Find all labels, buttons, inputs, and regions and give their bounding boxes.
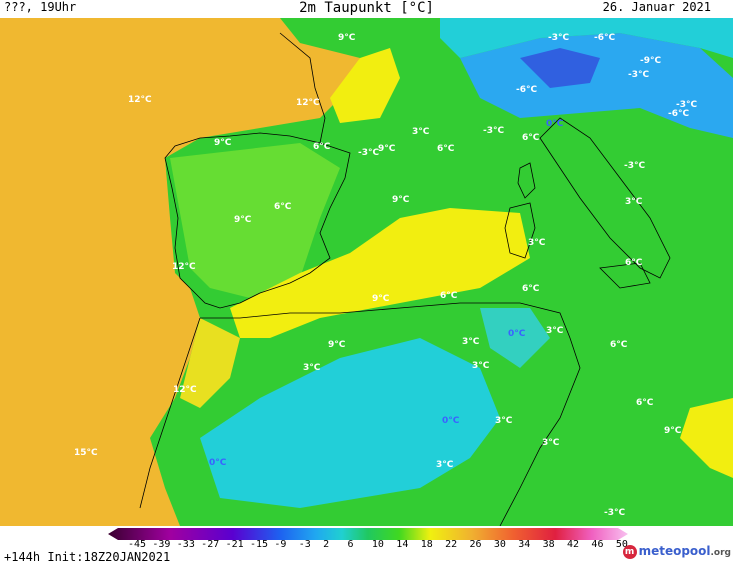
color-scale-bar [108,528,628,540]
coastline-italy [539,117,671,279]
header: ???, 19Uhr 2m Taupunkt [°C] 26. Januar 2… [0,0,733,18]
temp-label: 0°C [546,119,564,129]
scale-value: 26 [469,539,482,550]
dewpoint-lightgreen-region [170,143,340,298]
temp-label: 0°C [508,329,526,339]
dewpoint-cyan-north [440,18,733,58]
dewpoint-darkblue-alps [520,48,600,88]
scale-value: 18 [420,539,433,550]
temp-label: 3°C [472,361,490,371]
scale-value: 30 [493,539,506,550]
temp-label: -3°C [358,148,379,158]
scale-value: -3 [298,539,311,550]
temp-label: 6°C [610,340,628,350]
temp-label: -3°C [483,126,504,136]
forecast-date: 26. Januar 2021 [602,0,711,14]
forecast-time: ???, 19Uhr [4,0,77,14]
temp-label: 9°C [392,195,410,205]
temp-label: 3°C [495,416,513,426]
scale-value: -45 [128,539,147,550]
weather-map: 9°C 12°C 12°C 9°C 6°C -3°C 9°C 3°C -3°C … [0,18,733,526]
scale-value: 42 [567,539,580,550]
coastline-africa-west [139,317,201,509]
meteopool-icon: m [622,544,637,559]
temp-label: 3°C [546,326,564,336]
temp-label: 9°C [214,138,232,148]
brand-name: meteopool [638,544,711,558]
scale-value: 22 [445,539,458,550]
scale-value: 50 [615,539,628,550]
temp-label: 12°C [172,262,196,272]
temp-label: 9°C [234,215,252,225]
scale-value: -27 [201,539,220,550]
coastline-sicily [599,262,651,289]
temp-label: -3°C [604,508,625,518]
temp-label: 3°C [528,238,546,248]
temp-label: 6°C [522,133,540,143]
temp-label: 9°C [328,340,346,350]
temp-label: 3°C [412,127,430,137]
scale-value: 6 [347,539,354,550]
dewpoint-yellow-region [230,208,530,338]
temp-label: 6°C [313,142,331,152]
temp-label: -6°C [516,85,537,95]
temp-label: 9°C [664,426,682,436]
temp-label: -3°C [548,33,569,43]
scale-value: 38 [542,539,555,550]
temp-label: 3°C [542,438,560,448]
scale-value: 2 [323,539,330,550]
scale-value: 46 [591,539,604,550]
temp-label: -3°C [628,70,649,80]
model-run: +144h Init:18Z20JAN2021 [4,550,171,564]
temp-label: 3°C [436,460,454,470]
brand-logo[interactable]: m meteopool.org [622,544,731,559]
scale-value: -33 [176,539,195,550]
temp-label: 6°C [522,284,540,294]
temp-label: 15°C [74,448,98,458]
dewpoint-cyan-africa [200,338,500,508]
coastline-iberia [164,132,351,309]
temp-label: -9°C [640,56,661,66]
temp-label: 6°C [437,144,455,154]
coastline-sardinia [504,202,536,259]
temp-label: 12°C [296,98,320,108]
footer: -45 -39 -33 -27 -21 -15 -9 -3 2 6 10 14 18 22 26 30 34 38… [0,526,733,566]
temp-label: -6°C [594,33,615,43]
temp-label: 9°C [372,294,390,304]
scale-value: 14 [396,539,409,550]
coastline-france [279,32,326,144]
temp-label: 6°C [440,291,458,301]
dewpoint-yellow-coast [180,318,240,408]
scale-value: 34 [518,539,531,550]
scale-value: -21 [225,539,244,550]
map-title: 2m Taupunkt [°C] [299,0,434,16]
coastline-africa [200,302,581,526]
temp-label: -6°C [668,109,689,119]
temp-label: 6°C [625,258,643,268]
scale-value: 10 [371,539,384,550]
temp-label: 6°C [274,202,292,212]
temp-label: 3°C [303,363,321,373]
scale-value: -15 [249,539,269,550]
temp-label: -3°C [676,100,697,110]
temp-label: 12°C [173,385,197,395]
dewpoint-yellow-north [330,48,400,123]
scale-value: -9 [274,539,287,550]
dewpoint-cyan-sahara-east [480,308,550,368]
scale-value: -39 [152,539,171,550]
temp-label: 3°C [625,197,643,207]
temp-label: 3°C [462,337,480,347]
temperature-labels: 9°C 12°C 12°C 9°C 6°C -3°C 9°C 3°C -3°C … [74,33,697,518]
brand-tld: .org [710,548,731,558]
temp-label: 0°C [442,416,460,426]
dewpoint-orange-east [680,398,733,478]
coastline-corsica [517,162,536,199]
temp-label: 9°C [338,33,356,43]
temp-label: 0°C [209,458,227,468]
scale-values: -45 -39 -33 -27 -21 -15 -9 -3 2 6 10 14 18 22 26 30 34 38… [128,539,640,550]
temp-label: 9°C [378,144,396,154]
temp-label: 12°C [128,95,152,105]
temp-label: 6°C [636,398,654,408]
temp-label: -3°C [624,161,645,171]
